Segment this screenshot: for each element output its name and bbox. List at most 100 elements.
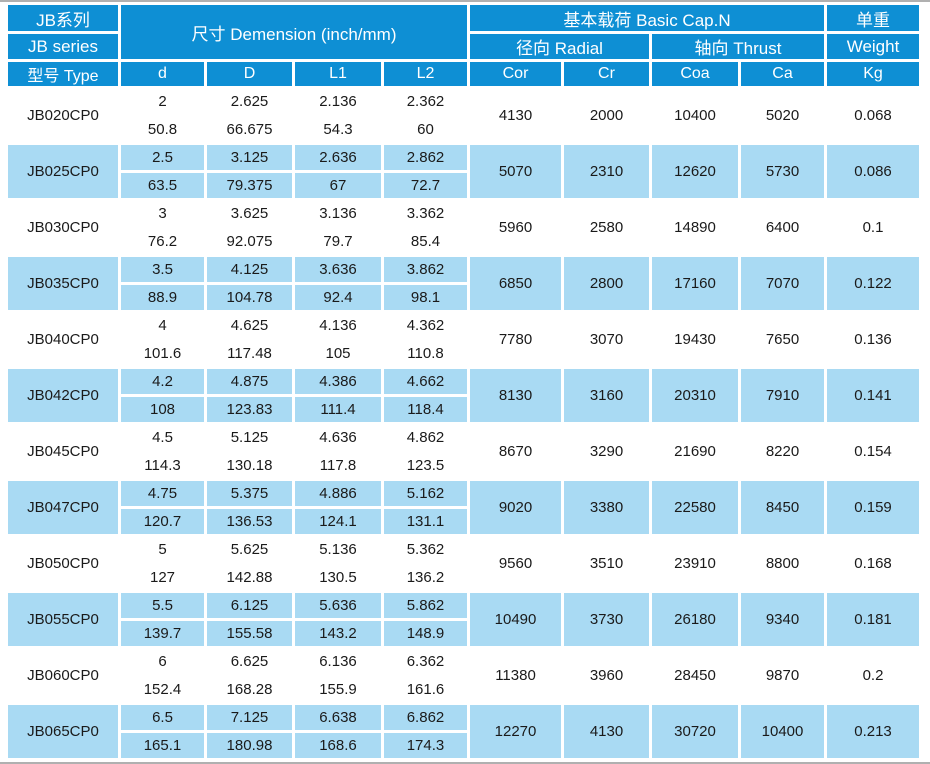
load-ca-cell: 9340 bbox=[741, 593, 825, 646]
load-cor-cell: 5960 bbox=[470, 201, 561, 254]
weight-zh-header: 单重 bbox=[827, 5, 920, 31]
dim-inch-l2-cell: 6.362 bbox=[384, 649, 467, 674]
load-coa-cell: 12620 bbox=[652, 145, 738, 198]
dim-inch-d-cell: 6 bbox=[121, 649, 204, 674]
load-cor-cell: 4130 bbox=[470, 89, 561, 142]
load-cr-cell: 3730 bbox=[564, 593, 649, 646]
weight-cell: 0.136 bbox=[827, 313, 920, 366]
dim-inch-l1-cell: 5.136 bbox=[295, 537, 381, 562]
dim-mm-l1-cell: 143.2 bbox=[295, 621, 381, 646]
table-row: JB060CP0 6 6.625 6.136 6.362 11380 3960 28450 98… bbox=[8, 649, 920, 702]
load-ca-cell: 8450 bbox=[741, 481, 825, 534]
model-cell: JB050CP0 bbox=[8, 537, 118, 590]
dim-inch-l1-cell: 4.136 bbox=[295, 313, 381, 338]
dim-mm-d-cell: 130.18 bbox=[207, 453, 292, 478]
dim-mm-l2-cell: 60 bbox=[384, 117, 467, 142]
table-row: JB035CP0 3.5 4.125 3.636 3.862 6850 2800 17160 7… bbox=[8, 257, 920, 310]
weight-cell: 0.213 bbox=[827, 705, 920, 758]
load-coa-cell: 30720 bbox=[652, 705, 738, 758]
load-cor-cell: 5070 bbox=[470, 145, 561, 198]
model-cell: JB065CP0 bbox=[8, 705, 118, 758]
load-cr-cell: 4130 bbox=[564, 705, 649, 758]
load-coa-cell: 23910 bbox=[652, 537, 738, 590]
dim-mm-l1-cell: 54.3 bbox=[295, 117, 381, 142]
table-row: JB020CP0 2 2.625 2.136 2.362 4130 2000 10400 502… bbox=[8, 89, 920, 142]
load-cr-cell: 3510 bbox=[564, 537, 649, 590]
load-cor-cell: 9560 bbox=[470, 537, 561, 590]
table-row: 50.8 66.675 54.3 60 bbox=[8, 117, 919, 142]
table-row: 63.5 79.375 67 72.7 bbox=[8, 173, 919, 198]
load-cor-cell: 8130 bbox=[470, 369, 561, 422]
table-row: 165.1 180.98 168.6 174.3 bbox=[8, 733, 919, 758]
dim-inch-l1-cell: 3.636 bbox=[295, 257, 381, 282]
dim-mm-l1-cell: 92.4 bbox=[295, 285, 381, 310]
load-cor-cell: 10490 bbox=[470, 593, 561, 646]
basic-cap-header: 基本载荷 Basic Cap.N bbox=[470, 5, 825, 31]
col-L2-header: L2 bbox=[384, 62, 467, 86]
load-coa-cell: 28450 bbox=[652, 649, 738, 702]
load-coa-cell: 21690 bbox=[652, 425, 738, 478]
load-coa-cell: 26180 bbox=[652, 593, 738, 646]
load-ca-cell: 6400 bbox=[741, 201, 825, 254]
dim-inch-l1-cell: 3.136 bbox=[295, 201, 381, 226]
table-header: JB系列 尺寸 Demension (inch/mm) 基本载荷 Basic C… bbox=[8, 5, 920, 86]
model-cell: JB035CP0 bbox=[8, 257, 118, 310]
table-row: 88.9 104.78 92.4 98.1 bbox=[8, 285, 919, 310]
dim-mm-l1-cell: 105 bbox=[295, 341, 381, 366]
load-ca-cell: 8220 bbox=[741, 425, 825, 478]
load-ca-cell: 9870 bbox=[741, 649, 825, 702]
dim-inch-d-cell: 2.5 bbox=[121, 145, 204, 170]
dim-inch-d-cell: 6.125 bbox=[207, 593, 292, 618]
series-en-header: JB series bbox=[8, 34, 118, 59]
load-cor-cell: 8670 bbox=[470, 425, 561, 478]
model-cell: JB030CP0 bbox=[8, 201, 118, 254]
model-cell: JB020CP0 bbox=[8, 89, 118, 142]
load-cr-cell: 2580 bbox=[564, 201, 649, 254]
dim-inch-d-cell: 4.5 bbox=[121, 425, 204, 450]
dim-mm-l1-cell: 155.9 bbox=[295, 677, 381, 702]
load-ca-cell: 7070 bbox=[741, 257, 825, 310]
load-coa-cell: 19430 bbox=[652, 313, 738, 366]
weight-cell: 0.2 bbox=[827, 649, 920, 702]
dim-mm-l1-cell: 67 bbox=[295, 173, 381, 198]
model-cell: JB025CP0 bbox=[8, 145, 118, 198]
model-cell: JB040CP0 bbox=[8, 313, 118, 366]
load-ca-cell: 7910 bbox=[741, 369, 825, 422]
load-ca-cell: 5020 bbox=[741, 89, 825, 142]
dimension-header: 尺寸 Demension (inch/mm) bbox=[121, 5, 467, 59]
dim-mm-d-cell: 152.4 bbox=[121, 677, 204, 702]
dim-inch-l1-cell: 6.136 bbox=[295, 649, 381, 674]
weight-cell: 0.141 bbox=[827, 369, 920, 422]
dim-mm-l2-cell: 174.3 bbox=[384, 733, 467, 758]
table-row: 108 123.83 111.4 118.4 bbox=[8, 397, 919, 422]
table-row: JB040CP0 4 4.625 4.136 4.362 7780 3070 19430 765… bbox=[8, 313, 920, 366]
col-Cor-header: Cor bbox=[470, 62, 561, 86]
dim-inch-d-cell: 3.625 bbox=[207, 201, 292, 226]
dim-inch-d-cell: 5.375 bbox=[207, 481, 292, 506]
spec-table: JB系列 尺寸 Demension (inch/mm) 基本载荷 Basic C… bbox=[5, 2, 922, 761]
thrust-header: 轴向 Thrust bbox=[652, 34, 825, 59]
load-cr-cell: 2000 bbox=[564, 89, 649, 142]
dim-mm-d-cell: 136.53 bbox=[207, 509, 292, 534]
dim-mm-d-cell: 142.88 bbox=[207, 565, 292, 590]
dim-inch-d-cell: 5 bbox=[121, 537, 204, 562]
load-cr-cell: 3290 bbox=[564, 425, 649, 478]
dim-mm-l1-cell: 124.1 bbox=[295, 509, 381, 534]
col-Ca-header: Ca bbox=[741, 62, 825, 86]
dim-inch-l1-cell: 2.636 bbox=[295, 145, 381, 170]
weight-en-header: Weight bbox=[827, 34, 920, 59]
dim-mm-d-cell: 123.83 bbox=[207, 397, 292, 422]
dim-mm-d-cell: 88.9 bbox=[121, 285, 204, 310]
dim-mm-l2-cell: 85.4 bbox=[384, 229, 467, 254]
dim-mm-l1-cell: 111.4 bbox=[295, 397, 381, 422]
dim-mm-d-cell: 101.6 bbox=[121, 341, 204, 366]
load-ca-cell: 8800 bbox=[741, 537, 825, 590]
weight-cell: 0.181 bbox=[827, 593, 920, 646]
col-D-header: D bbox=[207, 62, 292, 86]
col-Kg-header: Kg bbox=[827, 62, 920, 86]
model-cell: JB045CP0 bbox=[8, 425, 118, 478]
load-coa-cell: 22580 bbox=[652, 481, 738, 534]
dim-inch-l2-cell: 4.362 bbox=[384, 313, 467, 338]
dim-mm-d-cell: 120.7 bbox=[121, 509, 204, 534]
